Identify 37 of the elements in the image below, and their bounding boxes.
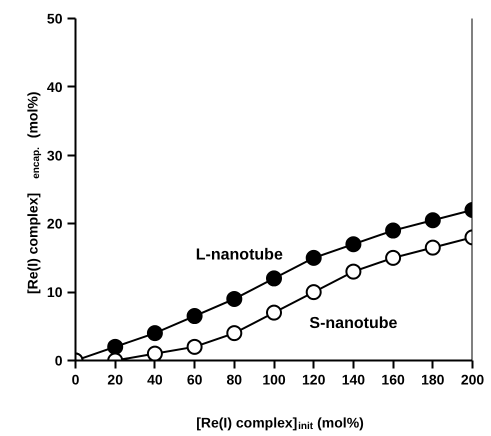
point [345, 236, 362, 252]
y-tick-label: 40 [46, 78, 63, 95]
series-label: L-nanotube [196, 246, 283, 264]
point [146, 325, 163, 342]
x-tick-label: 60 [186, 372, 203, 388]
y-tick-label: 50 [46, 10, 63, 26]
x-tick-label: 160 [381, 372, 405, 388]
point [266, 270, 282, 286]
point [306, 250, 322, 266]
y-tick-label: 30 [46, 147, 63, 164]
point [186, 308, 203, 324]
point [226, 290, 242, 307]
x-tick-label: 80 [226, 372, 242, 388]
point [385, 222, 402, 239]
point [345, 264, 362, 280]
y-axis-title: [Re(I) complex]encap. (mol%) [24, 92, 42, 294]
point [385, 250, 402, 266]
point [146, 346, 163, 360]
point [306, 284, 322, 300]
series-label: S-nanotube [309, 315, 398, 332]
x-tick-label: 0 [72, 372, 80, 388]
point [107, 338, 124, 355]
y-tick-label: 0 [54, 352, 63, 368]
x-tick-label: 140 [342, 372, 366, 388]
x-tick-label: 180 [421, 372, 445, 388]
point [424, 212, 441, 228]
point [424, 240, 441, 256]
point [266, 304, 282, 321]
y-tick-label: 20 [46, 216, 63, 232]
x-tick-label: 120 [302, 372, 326, 388]
point [226, 325, 242, 342]
x-tick-label: 100 [262, 372, 286, 388]
x-tick-label: 20 [107, 372, 124, 388]
point [186, 338, 203, 355]
x-tick-label: 40 [147, 372, 163, 388]
y-tick-label: 10 [46, 284, 63, 300]
x-tick-label: 200 [460, 372, 484, 388]
